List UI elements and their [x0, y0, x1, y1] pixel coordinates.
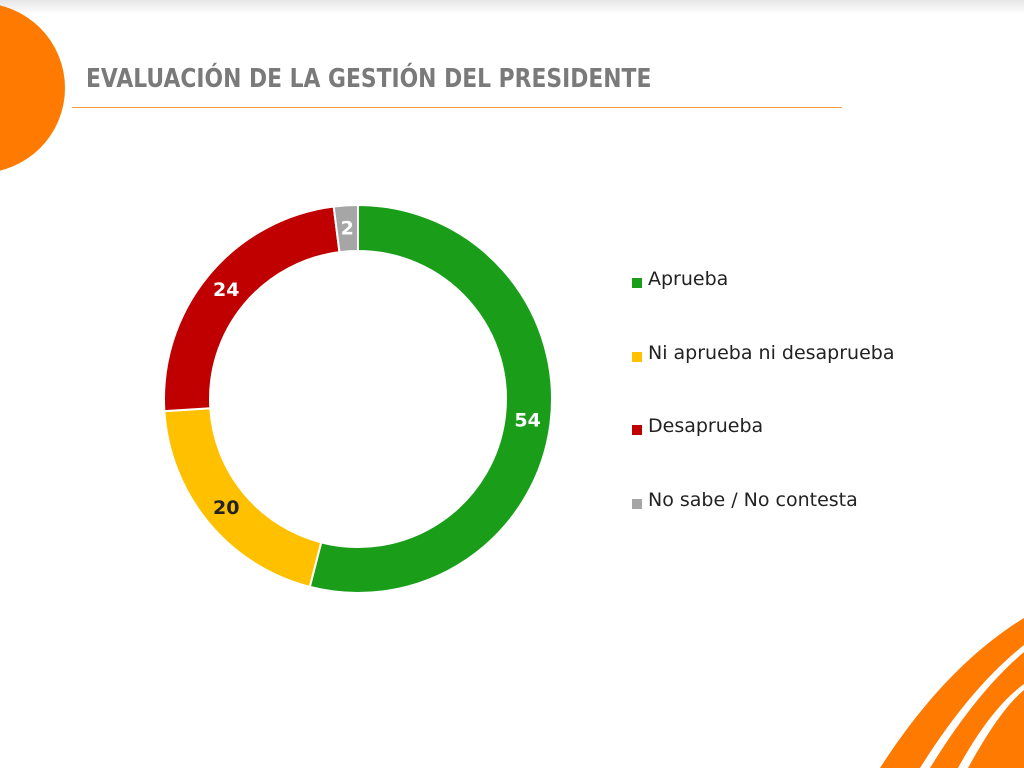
donut-slice-0: [308, 203, 553, 594]
legend-item-0: Aprueba: [632, 266, 972, 340]
white-swoosh-stripe: [920, 645, 1024, 768]
page-title: EVALUACIÓN DE LA GESTIÓN DEL PRESIDENTE: [86, 64, 652, 94]
donut-slice-1: [163, 407, 323, 589]
top-shade: [0, 0, 1024, 14]
legend-label: Ni aprueba ni desaprueba: [648, 341, 895, 364]
slice-value-label-1: 20: [213, 497, 239, 519]
orange-circle-decoration: [0, 5, 65, 171]
title-underline: [72, 107, 842, 108]
chart-legend: Aprueba Ni aprueba ni desaprueba Desaprueb…: [632, 266, 972, 560]
slice-value-label-2: 24: [213, 279, 239, 301]
legend-label: Aprueba: [648, 268, 729, 290]
legend-swatch: [632, 425, 642, 435]
legend-label: No sabe / No contesta: [648, 488, 858, 511]
legend-swatch: [632, 498, 642, 509]
white-swoosh-stripe-2: [958, 684, 1024, 768]
donut-slice-3: [332, 203, 359, 254]
legend-swatch: [632, 351, 642, 362]
legend-swatch: [632, 278, 642, 288]
legend-item-3: No sabe / No contesta: [632, 487, 972, 561]
legend-label: Desaprueba: [648, 415, 764, 437]
legend-item-1: Ni aprueba ni desaprueba: [632, 340, 972, 414]
slice-value-label-3: 2: [341, 217, 354, 239]
legend-item-2: Desaprueba: [632, 413, 972, 487]
slice-value-label-0: 54: [514, 409, 540, 431]
donut-slice-2: [163, 205, 341, 413]
